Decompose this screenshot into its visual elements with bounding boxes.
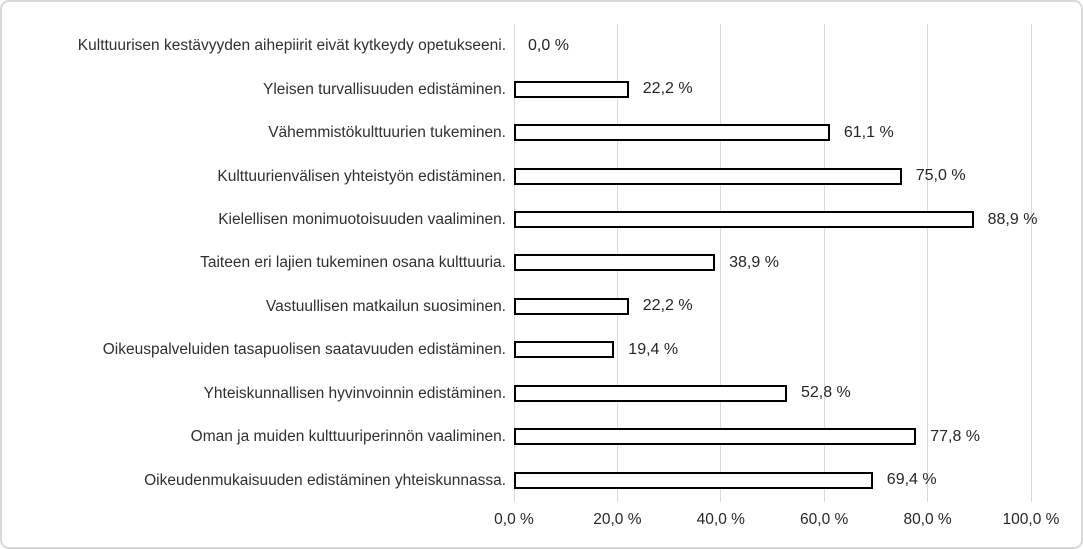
category-label: Yhteiskunnallisen hyvinvoinnin edistämin… (203, 384, 506, 402)
bar-row: 77,8 % (514, 415, 1031, 458)
category-label: Kulttuurienvälisen yhteistyön edistämine… (217, 167, 506, 185)
bar (514, 211, 974, 229)
bar-row: 52,8 % (514, 372, 1031, 415)
data-label: 22,2 % (642, 80, 693, 98)
data-label: 38,9 % (729, 253, 779, 271)
bar (514, 384, 787, 402)
gridline (1030, 24, 1032, 502)
bar-row: 75,0 % (514, 154, 1031, 197)
x-tick-label: 60,0 % (800, 511, 849, 528)
data-label: 19,4 % (628, 340, 679, 358)
category-label: Oikeuspalveluiden tasapuolisen saatavuud… (102, 341, 506, 359)
category-axis-labels: Kulttuurisen kestävyyden aihepiirit eivä… (8, 24, 506, 502)
gridline (823, 24, 825, 502)
bar (514, 254, 716, 272)
category-label: Oman ja muiden kulttuuriperinnön vaalimi… (190, 428, 506, 446)
gridline (720, 24, 722, 502)
bar-row: 38,9 % (514, 241, 1031, 284)
category-label: Oikeudenmukaisuuden edistäminen yhteisku… (144, 471, 506, 489)
x-tick-label: 100,0 % (1002, 511, 1060, 528)
category-label: Vastuullisen matkailun suosiminen. (265, 297, 506, 315)
bar (514, 341, 615, 359)
bar (514, 428, 917, 446)
data-label: 22,2 % (642, 297, 693, 315)
bar (514, 124, 830, 142)
bar (514, 297, 629, 315)
data-label: 69,4 % (886, 471, 937, 489)
x-axis-tick-labels: 0,0 % 20,0 % 40,0 % 60,0 % 80,0 % 100,0 % (494, 511, 1059, 535)
data-label: 75,0 % (915, 167, 966, 185)
x-tick-label: 80,0 % (903, 511, 952, 528)
category-label: Kulttuurisen kestävyyden aihepiirit eivä… (77, 37, 506, 55)
data-label: 0,0 % (528, 36, 569, 54)
bar (514, 80, 629, 98)
bar-row: 22,2 % (514, 67, 1031, 110)
x-tick-label: 0,0 % (494, 511, 534, 528)
bar-row: 61,1 % (514, 111, 1031, 154)
data-label: 77,8 % (930, 427, 981, 445)
bar-row: 19,4 % (514, 328, 1031, 371)
data-label: 61,1 % (843, 123, 894, 141)
category-label: Taiteen eri lajien tukeminen osana kultt… (200, 254, 506, 272)
bar (514, 471, 873, 489)
bar-series: 0,0 % 22,2 % 61,1 % 75,0 % 88,9 % 38,9 % 22,2 … (514, 24, 1037, 502)
x-tick-label: 40,0 % (696, 511, 745, 528)
x-tick-label: 20,0 % (593, 511, 642, 528)
category-label: Kielellisen monimuotoisuuden vaaliminen. (218, 211, 506, 229)
bar-row: 69,4 % (514, 459, 1031, 502)
bar-row: 88,9 % (514, 198, 1037, 241)
bar-row: 0,0 % (514, 24, 1031, 67)
category-label: Yleisen turvallisuuden edistäminen. (263, 80, 506, 98)
data-label: 88,9 % (987, 210, 1038, 228)
data-label: 52,8 % (800, 384, 851, 402)
plot-area: 0,0 % 22,2 % 61,1 % 75,0 % 88,9 % 38,9 % 22,2 … (513, 24, 1037, 502)
bar (514, 167, 902, 185)
category-label: Vähemmistökulttuurien tukeminen. (268, 124, 506, 142)
gridline (927, 24, 929, 502)
bar-row: 22,2 % (514, 285, 1031, 328)
